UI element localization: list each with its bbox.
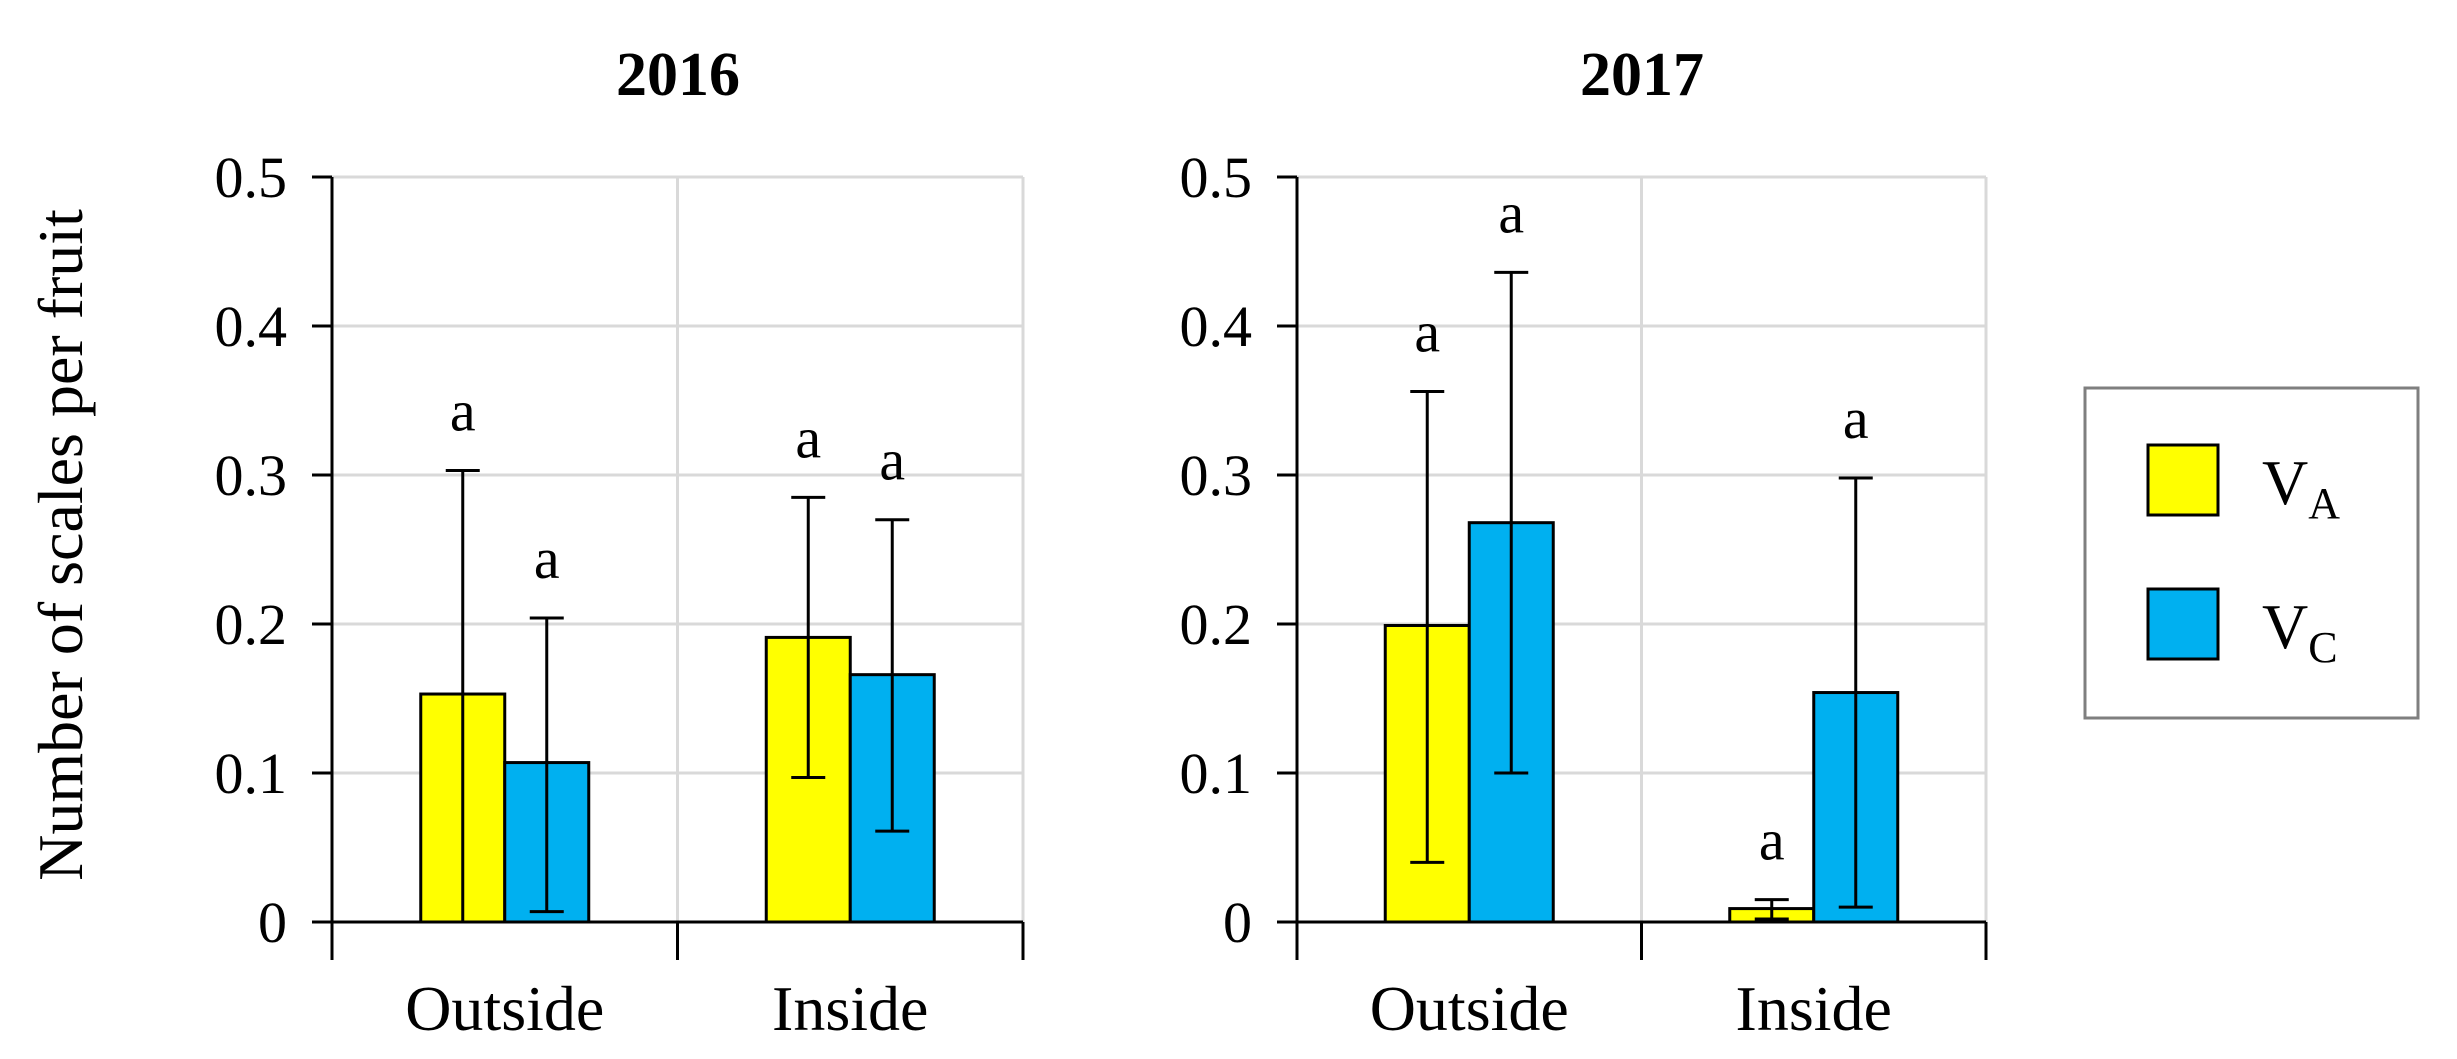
y-tick-label: 0.4 xyxy=(1180,294,1253,359)
y-tick-label: 0.5 xyxy=(215,145,288,210)
legend-label-VC: VC xyxy=(2262,591,2338,672)
x-tick-label: Inside xyxy=(772,973,928,1044)
y-tick-label: 0.5 xyxy=(1180,145,1253,210)
legend-label-letter: V xyxy=(2262,447,2308,518)
significance-label: a xyxy=(1414,300,1440,365)
legend-label-letter: V xyxy=(2262,591,2308,662)
y-tick-label: 0.4 xyxy=(215,294,288,359)
significance-label: a xyxy=(450,379,476,444)
y-tick-label: 0.3 xyxy=(1180,443,1253,508)
y-tick-label: 0.1 xyxy=(215,741,288,806)
chart-title: 2017 xyxy=(1580,41,1704,109)
y-tick-label: 0 xyxy=(258,890,287,955)
y-tick-label: 0 xyxy=(1223,890,1252,955)
x-tick-label: Inside xyxy=(1736,973,1892,1044)
significance-label: a xyxy=(1843,386,1869,451)
x-tick-label: Outside xyxy=(405,973,604,1044)
y-tick-label: 0.2 xyxy=(215,592,288,657)
legend-label-subscript: A xyxy=(2308,479,2340,528)
significance-label: a xyxy=(1759,808,1785,873)
y-tick-label: 0.3 xyxy=(215,443,288,508)
legend-swatch-VC xyxy=(2146,587,2220,661)
x-tick-label: Outside xyxy=(1370,973,1569,1044)
significance-label: a xyxy=(795,405,821,470)
legend-swatch-VA xyxy=(2146,443,2220,517)
y-tick-label: 0.1 xyxy=(1180,741,1253,806)
significance-label: a xyxy=(1498,180,1524,245)
y-tick-label: 0.2 xyxy=(1180,592,1253,657)
significance-label: a xyxy=(879,428,905,493)
y-axis-label: Number of scales per fruit xyxy=(25,209,96,881)
legend-label-VA: VA xyxy=(2262,447,2340,528)
chart-title: 2016 xyxy=(616,41,740,109)
significance-label: a xyxy=(534,526,560,591)
legend-label-subscript: C xyxy=(2308,623,2337,672)
legend-box xyxy=(2083,386,2420,720)
